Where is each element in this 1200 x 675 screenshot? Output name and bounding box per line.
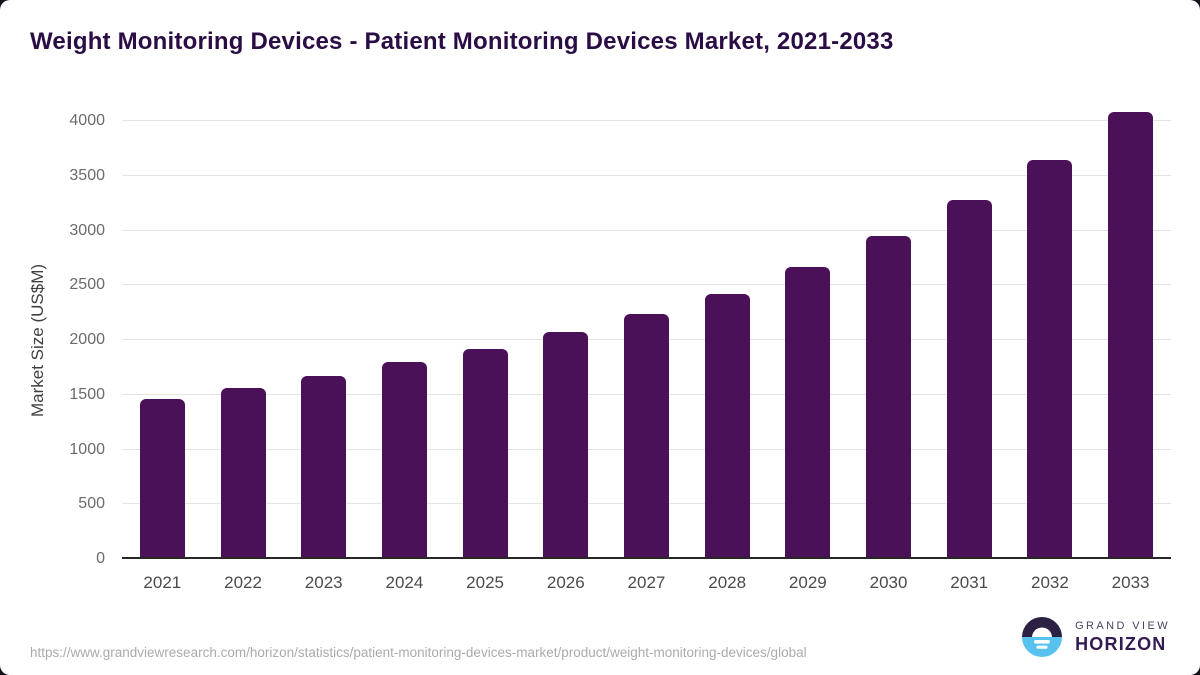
x-tick-label-2021: 2021 xyxy=(143,573,182,592)
x-tick-label-2030: 2030 xyxy=(869,573,908,592)
bar-slot-2021 xyxy=(122,121,203,559)
horizon-sunrise-icon xyxy=(1022,617,1063,657)
x-tick-label-2022: 2022 xyxy=(224,573,262,592)
bar-slot-2033 xyxy=(1090,112,1171,559)
chart-title: Weight Monitoring Devices - Patient Moni… xyxy=(30,28,894,55)
x-tick-label-2028: 2028 xyxy=(708,573,747,592)
bar-slot-2027 xyxy=(606,121,687,559)
x-tick-label-2033: 2033 xyxy=(1111,573,1150,592)
bar-2029[interactable] xyxy=(785,266,831,559)
bar-slot-2022 xyxy=(203,121,284,559)
bar-2025[interactable] xyxy=(462,348,508,559)
source-url: https://www.grandviewresearch.com/horizo… xyxy=(30,645,807,661)
bar-2027[interactable] xyxy=(623,313,669,559)
y-tick-label-2500: 2500 xyxy=(69,276,105,294)
gridline-2500 xyxy=(122,284,1171,286)
x-tick-label-2027: 2027 xyxy=(627,573,666,592)
x-axis-line xyxy=(122,557,1171,559)
x-axis-labels: 2021 2022 2023 2024 2025 2026 2027 2028 2029 2030… xyxy=(122,573,1171,593)
bar-2023[interactable] xyxy=(301,376,347,559)
x-tick-label-2023: 2023 xyxy=(304,573,343,592)
bar-2028[interactable] xyxy=(704,293,750,559)
y-tick-label-3000: 3000 xyxy=(69,221,105,239)
brand-logo: GRAND VIEW HORIZON xyxy=(1020,615,1170,659)
gridline-4000 xyxy=(122,120,1171,121)
gridline-3500 xyxy=(122,174,1171,176)
y-tick-label-1500: 1500 xyxy=(69,385,105,403)
bars-row xyxy=(122,112,1171,559)
x-tick-label-2024: 2024 xyxy=(385,573,424,592)
x-tick-label-2031: 2031 xyxy=(950,573,989,592)
bar-slot-2024 xyxy=(364,121,445,559)
bar-slot-2032 xyxy=(1010,121,1091,559)
brand-text: GRAND VIEW HORIZON xyxy=(1075,620,1170,655)
bar-2032[interactable] xyxy=(1027,159,1073,559)
bar-2031[interactable] xyxy=(946,200,992,559)
bar-slot-2030 xyxy=(848,121,929,559)
y-tick-label-1000: 1000 xyxy=(69,440,105,458)
bar-2024[interactable] xyxy=(381,362,427,559)
bar-2022[interactable] xyxy=(220,388,266,559)
bar-slot-2023 xyxy=(283,121,364,559)
bar-slot-2025 xyxy=(445,121,526,559)
bar-2033[interactable] xyxy=(1108,112,1154,559)
plot-area: 0 500 1000 1500 2000 2500 3000 3500 4000 2021 202… xyxy=(69,112,1171,592)
bar-2021[interactable] xyxy=(139,398,185,559)
bar-2030[interactable] xyxy=(866,235,912,559)
brand-name-bottom: HORIZON xyxy=(1075,633,1167,654)
bar-slot-2026 xyxy=(525,121,606,559)
x-tick-label-2026: 2026 xyxy=(546,573,585,592)
bar-slot-2029 xyxy=(768,121,849,559)
bar-slot-2031 xyxy=(929,121,1010,559)
bar-slot-2028 xyxy=(687,121,768,559)
x-tick-label-2025: 2025 xyxy=(466,573,504,592)
x-tick-label-2032: 2032 xyxy=(1030,573,1069,592)
bar-2026[interactable] xyxy=(543,332,589,559)
y-tick-label-3500: 3500 xyxy=(69,166,105,184)
y-tick-label-4000: 4000 xyxy=(69,112,105,129)
x-tick-label-2029: 2029 xyxy=(788,573,827,592)
brand-name-top: GRAND VIEW xyxy=(1075,619,1170,632)
gridline-3000 xyxy=(122,229,1171,231)
y-tick-label-500: 500 xyxy=(78,495,105,513)
y-tick-label-0: 0 xyxy=(96,550,105,567)
y-tick-label-2000: 2000 xyxy=(69,331,105,348)
